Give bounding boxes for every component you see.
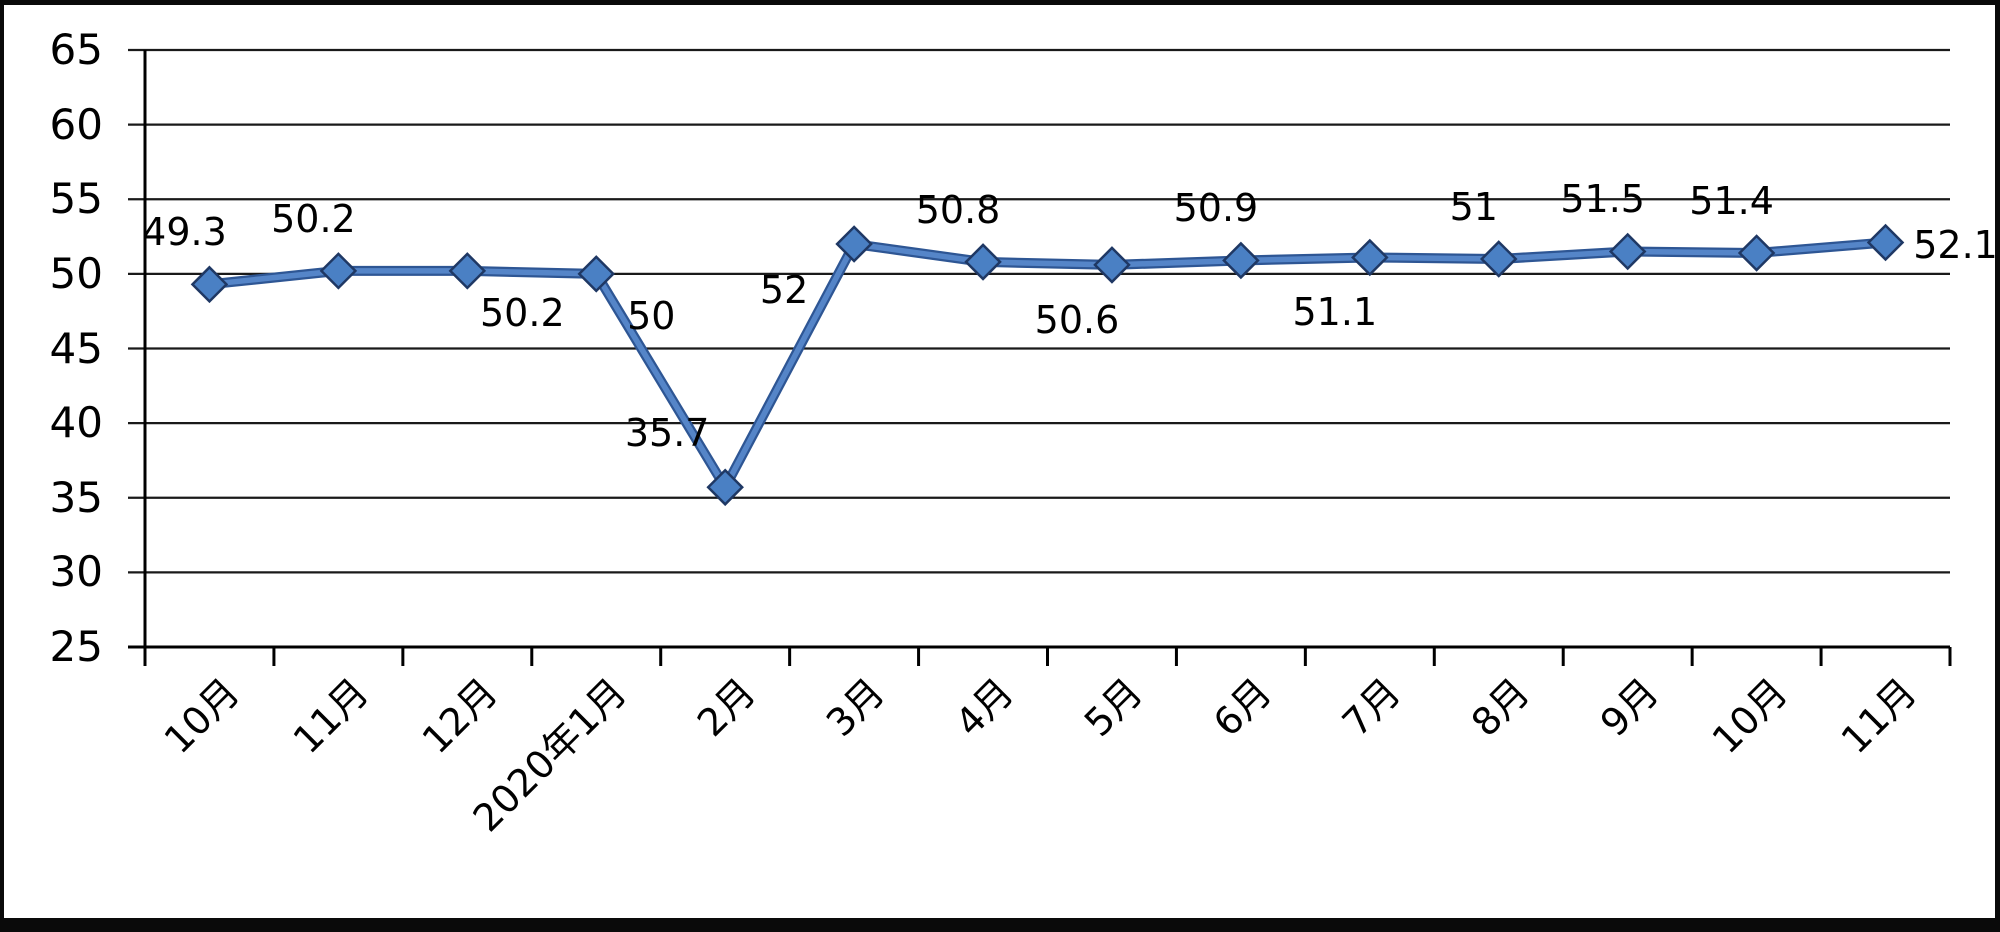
data-point-marker-2月 — [706, 468, 744, 507]
data-label-52.1: 52.1 — [1913, 222, 1998, 267]
data-point-marker-3月 — [835, 225, 873, 263]
data-point-marker-10月 — [190, 265, 229, 304]
data-label-50: 50 — [627, 293, 676, 338]
data-point-marker-6月 — [1222, 241, 1260, 280]
y-axis-label-45: 45 — [49, 323, 103, 373]
data-point-marker-5月 — [1093, 246, 1131, 284]
y-axis-label-50: 50 — [49, 248, 103, 298]
data-label-51.1: 51.1 — [1292, 290, 1378, 335]
y-axis-label-55: 55 — [49, 174, 103, 224]
data-label-35.7: 35.7 — [624, 411, 710, 456]
data-point-marker-7月 — [1351, 238, 1389, 277]
data-label-51.5: 51.5 — [1560, 177, 1645, 222]
data-point-marker-12月 — [448, 252, 487, 290]
chart-border-bottom — [0, 918, 2000, 932]
data-point-marker-11月 — [1866, 223, 1905, 262]
data-point-marker-11月 — [319, 252, 358, 290]
data-label-50.6: 50.6 — [1034, 297, 1120, 342]
data-label-50.2: 50.2 — [480, 290, 565, 335]
y-axis-label-25: 25 — [49, 622, 103, 671]
data-point-marker-4月 — [964, 243, 1002, 281]
data-point-marker-2020年1月 — [577, 255, 616, 293]
data-label-50.2: 50.2 — [271, 196, 356, 241]
data-point-marker-10月 — [1737, 234, 1776, 272]
chart-border-right — [1995, 0, 2000, 932]
data-label-51: 51 — [1449, 184, 1498, 229]
data-label-51.4: 51.4 — [1689, 178, 1774, 223]
y-axis-label-65: 65 — [49, 25, 103, 74]
data-label-49.3: 49.3 — [142, 210, 227, 255]
data-label-50.8: 50.8 — [915, 187, 1001, 232]
y-axis-label-30: 30 — [49, 547, 103, 597]
data-point-marker-8月 — [1479, 240, 1518, 278]
series-line-highlight — [206, 239, 1889, 491]
chart-border-left — [0, 0, 4, 932]
y-axis-label-35: 35 — [49, 472, 103, 522]
data-label-52: 52 — [759, 268, 809, 313]
data-label-50.9: 50.9 — [1173, 186, 1259, 231]
chart-border-top — [0, 0, 2000, 5]
y-axis-label-60: 60 — [49, 99, 103, 149]
y-axis-label-40: 40 — [49, 398, 103, 448]
data-point-marker-9月 — [1608, 232, 1647, 271]
